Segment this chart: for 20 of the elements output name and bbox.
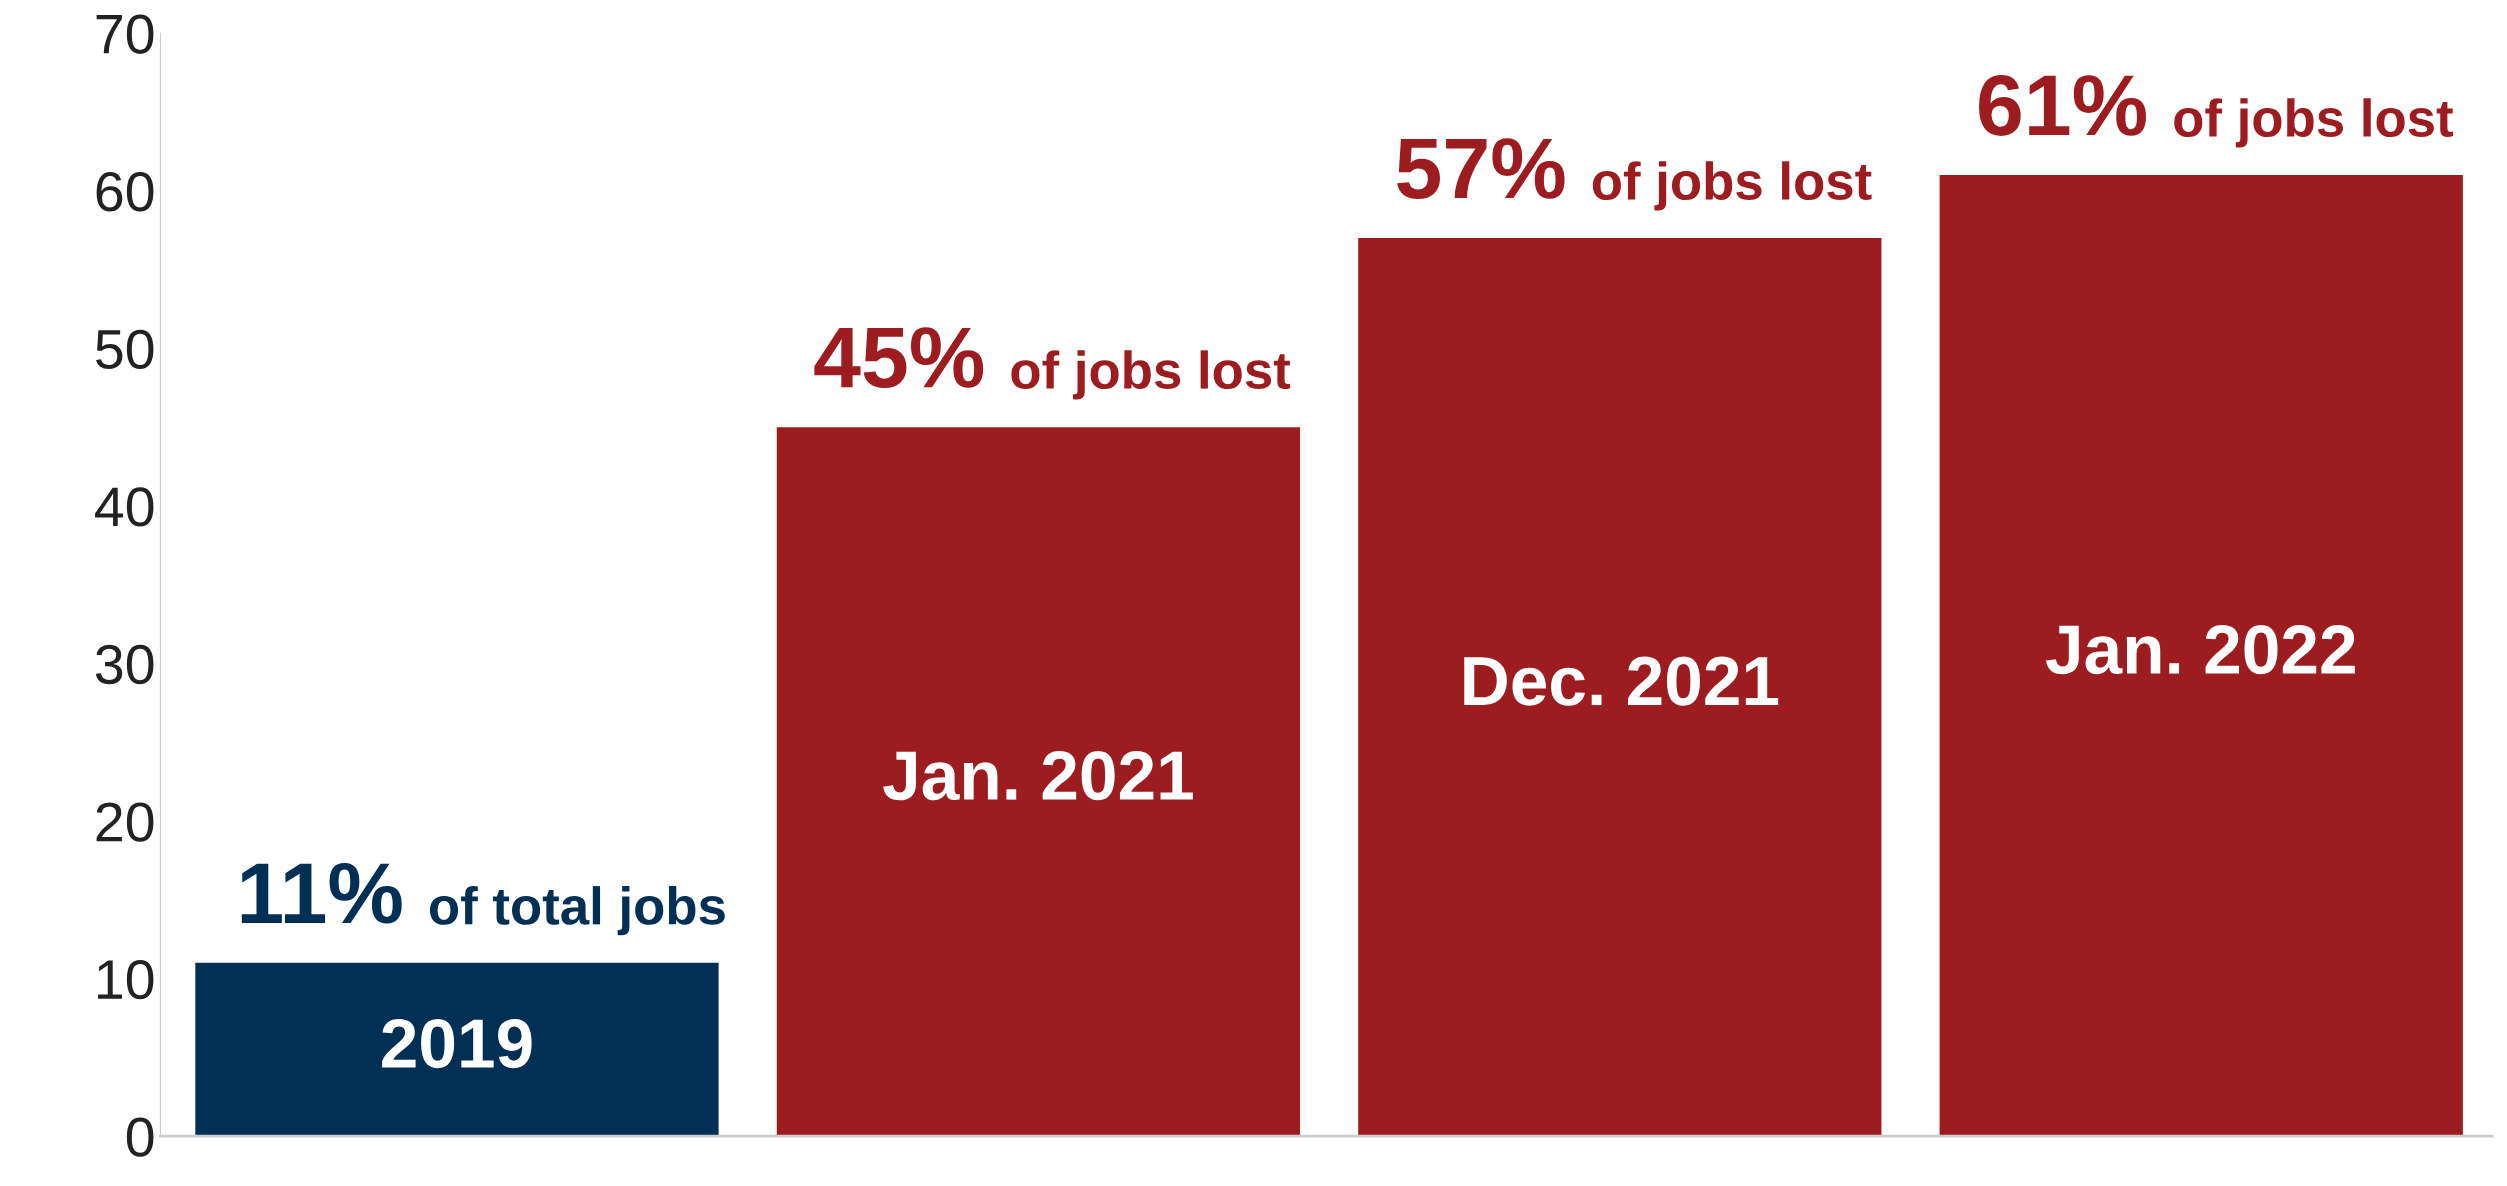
x-tick-label: 2019 (382, 1018, 532, 1069)
bar (1358, 238, 1882, 1137)
y-tick-label: 0 (126, 1117, 154, 1157)
y-tick-label: 20 (96, 802, 154, 842)
bar (1939, 175, 2463, 1137)
data-label: 45% of jobs lost (814, 327, 1291, 400)
y-tick-label: 10 (98, 959, 154, 1000)
y-tick-label: 60 (96, 172, 154, 212)
data-label: 11% of total jobs (241, 863, 725, 936)
data-label: 57% of jobs lost (1397, 138, 1872, 211)
y-tick-label: 30 (95, 644, 154, 685)
y-tick-label: 40 (95, 487, 154, 527)
x-tick-label: Jan. 2022 (2045, 625, 2355, 675)
y-tick-label: 70 (96, 14, 154, 54)
bar (776, 427, 1301, 1137)
bar (195, 962, 719, 1137)
x-tick-label: Jan. 2021 (883, 751, 1193, 801)
y-tick-label: 50 (96, 329, 154, 370)
data-label: 61% of jobs lost (1979, 74, 2453, 148)
x-tick-label: Dec. 2021 (1464, 656, 1779, 706)
